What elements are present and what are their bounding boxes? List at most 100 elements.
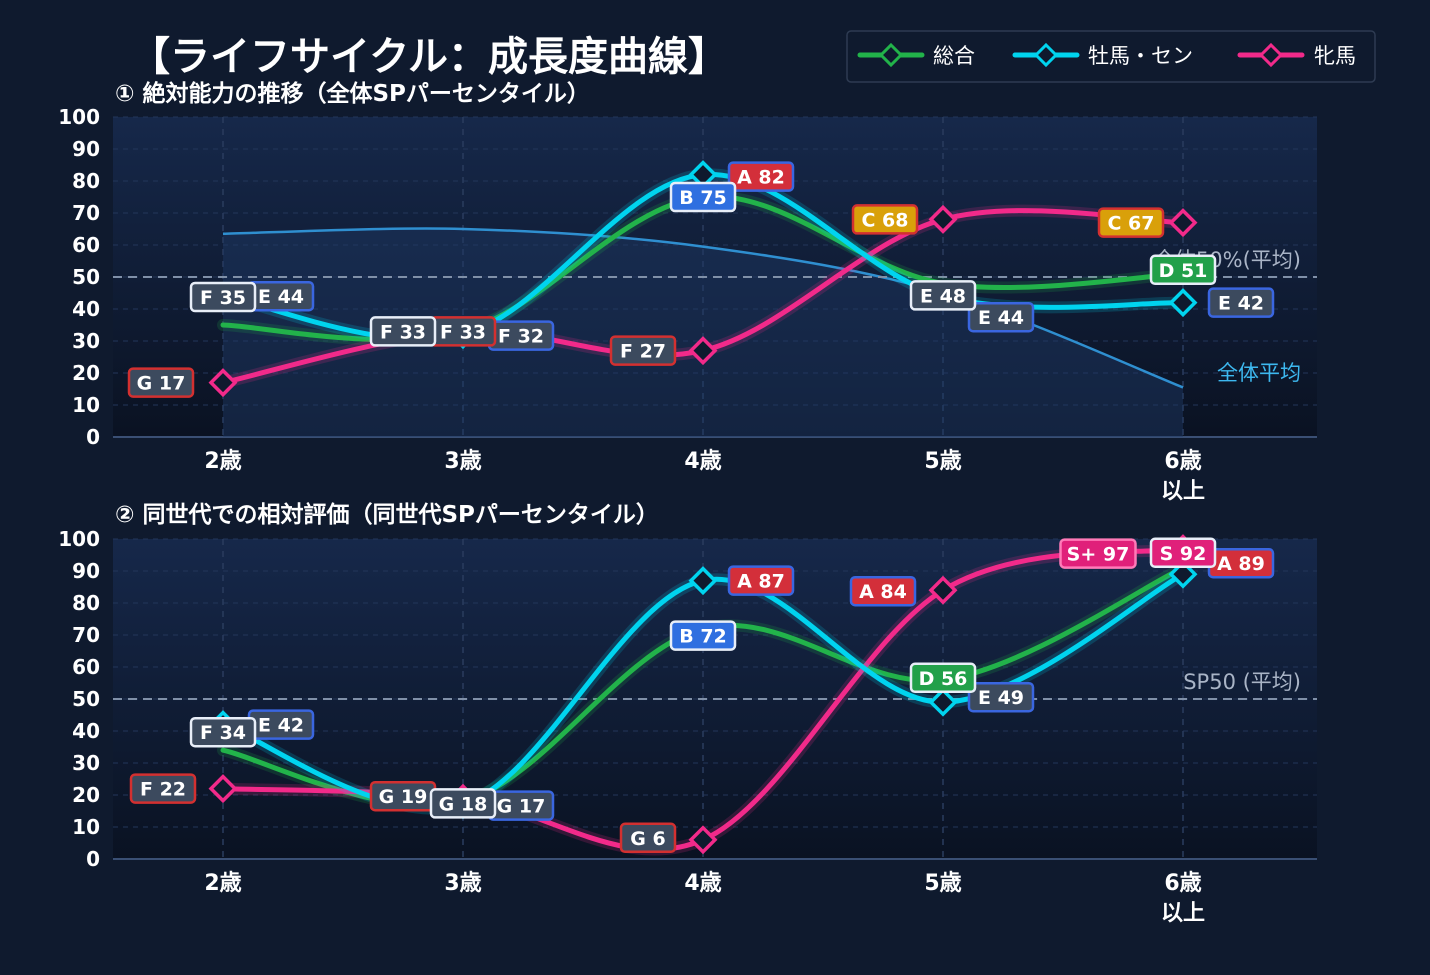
legend-marker-0 <box>878 42 904 68</box>
legend-label-0: 総合 <box>933 44 975 68</box>
legend-marker-1 <box>1033 42 1059 68</box>
x-category-label: 以上 <box>1161 479 1205 504</box>
data-point-marker <box>1168 208 1198 238</box>
data-label: S+ 97 <box>1067 544 1130 566</box>
data-label: F 34 <box>200 722 246 744</box>
data-label: G 17 <box>497 796 546 818</box>
data-label-box <box>1207 287 1275 318</box>
data-label: E 44 <box>978 307 1024 329</box>
data-label: G 19 <box>379 786 428 808</box>
data-label: F 27 <box>620 341 666 363</box>
data-label-box <box>849 575 917 607</box>
x-category-label: 以上 <box>1161 901 1205 926</box>
legend-marker-2 <box>1258 42 1284 68</box>
y-tick-label: 0 <box>86 425 100 449</box>
x-category-label: 2歳 <box>204 871 241 896</box>
x-category-label: 3歳 <box>444 449 481 474</box>
y-tick-label: 80 <box>72 169 100 193</box>
overall-average-fill <box>223 228 1183 437</box>
data-point-marker <box>1168 288 1198 318</box>
y-tick-label: 80 <box>72 591 100 615</box>
data-label: A 84 <box>859 581 907 603</box>
y-tick-label: 50 <box>72 265 100 289</box>
data-label-box <box>967 301 1035 333</box>
data-label: E 49 <box>978 687 1024 709</box>
data-label-box <box>1059 538 1137 569</box>
panel-title: ① 絶対能力の推移（全体SPパーセンタイル） <box>115 80 590 107</box>
data-label: C 67 <box>1108 213 1155 235</box>
data-point-marker <box>1168 559 1198 589</box>
y-tick-label: 90 <box>72 137 100 161</box>
data-label: B 75 <box>679 187 727 209</box>
data-label: F 33 <box>440 321 486 343</box>
data-label-box <box>727 565 795 596</box>
y-tick-label: 70 <box>72 623 100 647</box>
data-label: G 17 <box>137 373 186 395</box>
y-tick-label: 60 <box>72 233 100 257</box>
data-label: G 6 <box>630 828 665 850</box>
y-tick-label: 50 <box>72 687 100 711</box>
data-label: F 22 <box>140 779 186 801</box>
panel-title: ② 同世代での相対評価（同世代SPパーセンタイル） <box>115 501 659 528</box>
x-category-label: 4歳 <box>684 449 721 474</box>
data-point-marker <box>928 687 958 717</box>
data-label: G 18 <box>439 793 488 815</box>
y-tick-label: 30 <box>72 329 100 353</box>
y-tick-label: 70 <box>72 201 100 225</box>
data-label-box <box>127 367 195 398</box>
y-tick-label: 10 <box>72 815 100 839</box>
data-label: F 35 <box>200 287 246 309</box>
chart-main-title: 【ライフサイクル：成長度曲線】 <box>130 34 728 80</box>
x-category-label: 5歳 <box>924 449 961 474</box>
data-label-box <box>429 788 497 819</box>
data-label: B 72 <box>679 626 727 648</box>
data-point-marker <box>688 336 718 366</box>
data-label: A 89 <box>1217 553 1265 575</box>
data-point-marker <box>688 566 718 596</box>
data-label: F 33 <box>380 321 426 343</box>
data-point-marker <box>928 204 958 234</box>
data-label-box <box>669 181 737 213</box>
data-label-box <box>669 620 737 651</box>
data-label: C 68 <box>862 209 909 231</box>
data-label-box <box>609 335 677 366</box>
data-label: F 32 <box>498 326 544 348</box>
data-label-box <box>1149 254 1217 286</box>
x-category-label: 3歳 <box>444 871 481 896</box>
data-label-box <box>1097 207 1165 238</box>
data-label-box <box>909 662 977 694</box>
y-tick-label: 60 <box>72 655 100 679</box>
y-tick-label: 0 <box>86 847 100 871</box>
data-label-box <box>1149 537 1217 569</box>
data-label-box <box>909 280 977 311</box>
y-tick-label: 100 <box>58 105 100 129</box>
data-point-marker <box>208 774 238 804</box>
x-category-label: 2歳 <box>204 449 241 474</box>
y-tick-label: 90 <box>72 559 100 583</box>
data-point-marker <box>688 825 718 855</box>
data-point-marker <box>928 575 958 605</box>
data-point-marker <box>208 368 238 398</box>
legend-label-2: 牝馬 <box>1314 44 1356 68</box>
data-label: E 42 <box>1218 293 1264 315</box>
overall-average-line <box>222 227 1184 389</box>
data-label-box <box>619 822 677 854</box>
chart-legend: 総合 牡馬・セン 牝馬 <box>846 30 1376 83</box>
y-tick-label: 40 <box>72 297 100 321</box>
absolute-ability-chart: ① 絶対能力の推移（全体SPパーセンタイル） 0 10 20 30 40 50 60 70 80 9… <box>58 80 1317 504</box>
y-tick-label: 10 <box>72 393 100 417</box>
data-label-box <box>369 316 437 347</box>
x-category-label: 4歳 <box>684 871 721 896</box>
data-label: E 42 <box>258 715 304 737</box>
relative-evaluation-chart: ② 同世代での相対評価（同世代SPパーセンタイル） 0 10 20 30 40 50 60 70… <box>58 501 1317 926</box>
x-category-label: 6歳 <box>1164 449 1201 474</box>
reference-line-label: SP50 (平均) <box>1183 670 1301 694</box>
data-label: S 92 <box>1160 543 1207 565</box>
y-tick-label: 30 <box>72 751 100 775</box>
data-label: E 48 <box>920 285 966 307</box>
data-label-box <box>851 204 919 235</box>
data-label: E 44 <box>258 286 304 308</box>
data-label: A 87 <box>737 571 785 593</box>
data-label-box <box>967 681 1035 713</box>
data-label-box <box>189 281 257 313</box>
